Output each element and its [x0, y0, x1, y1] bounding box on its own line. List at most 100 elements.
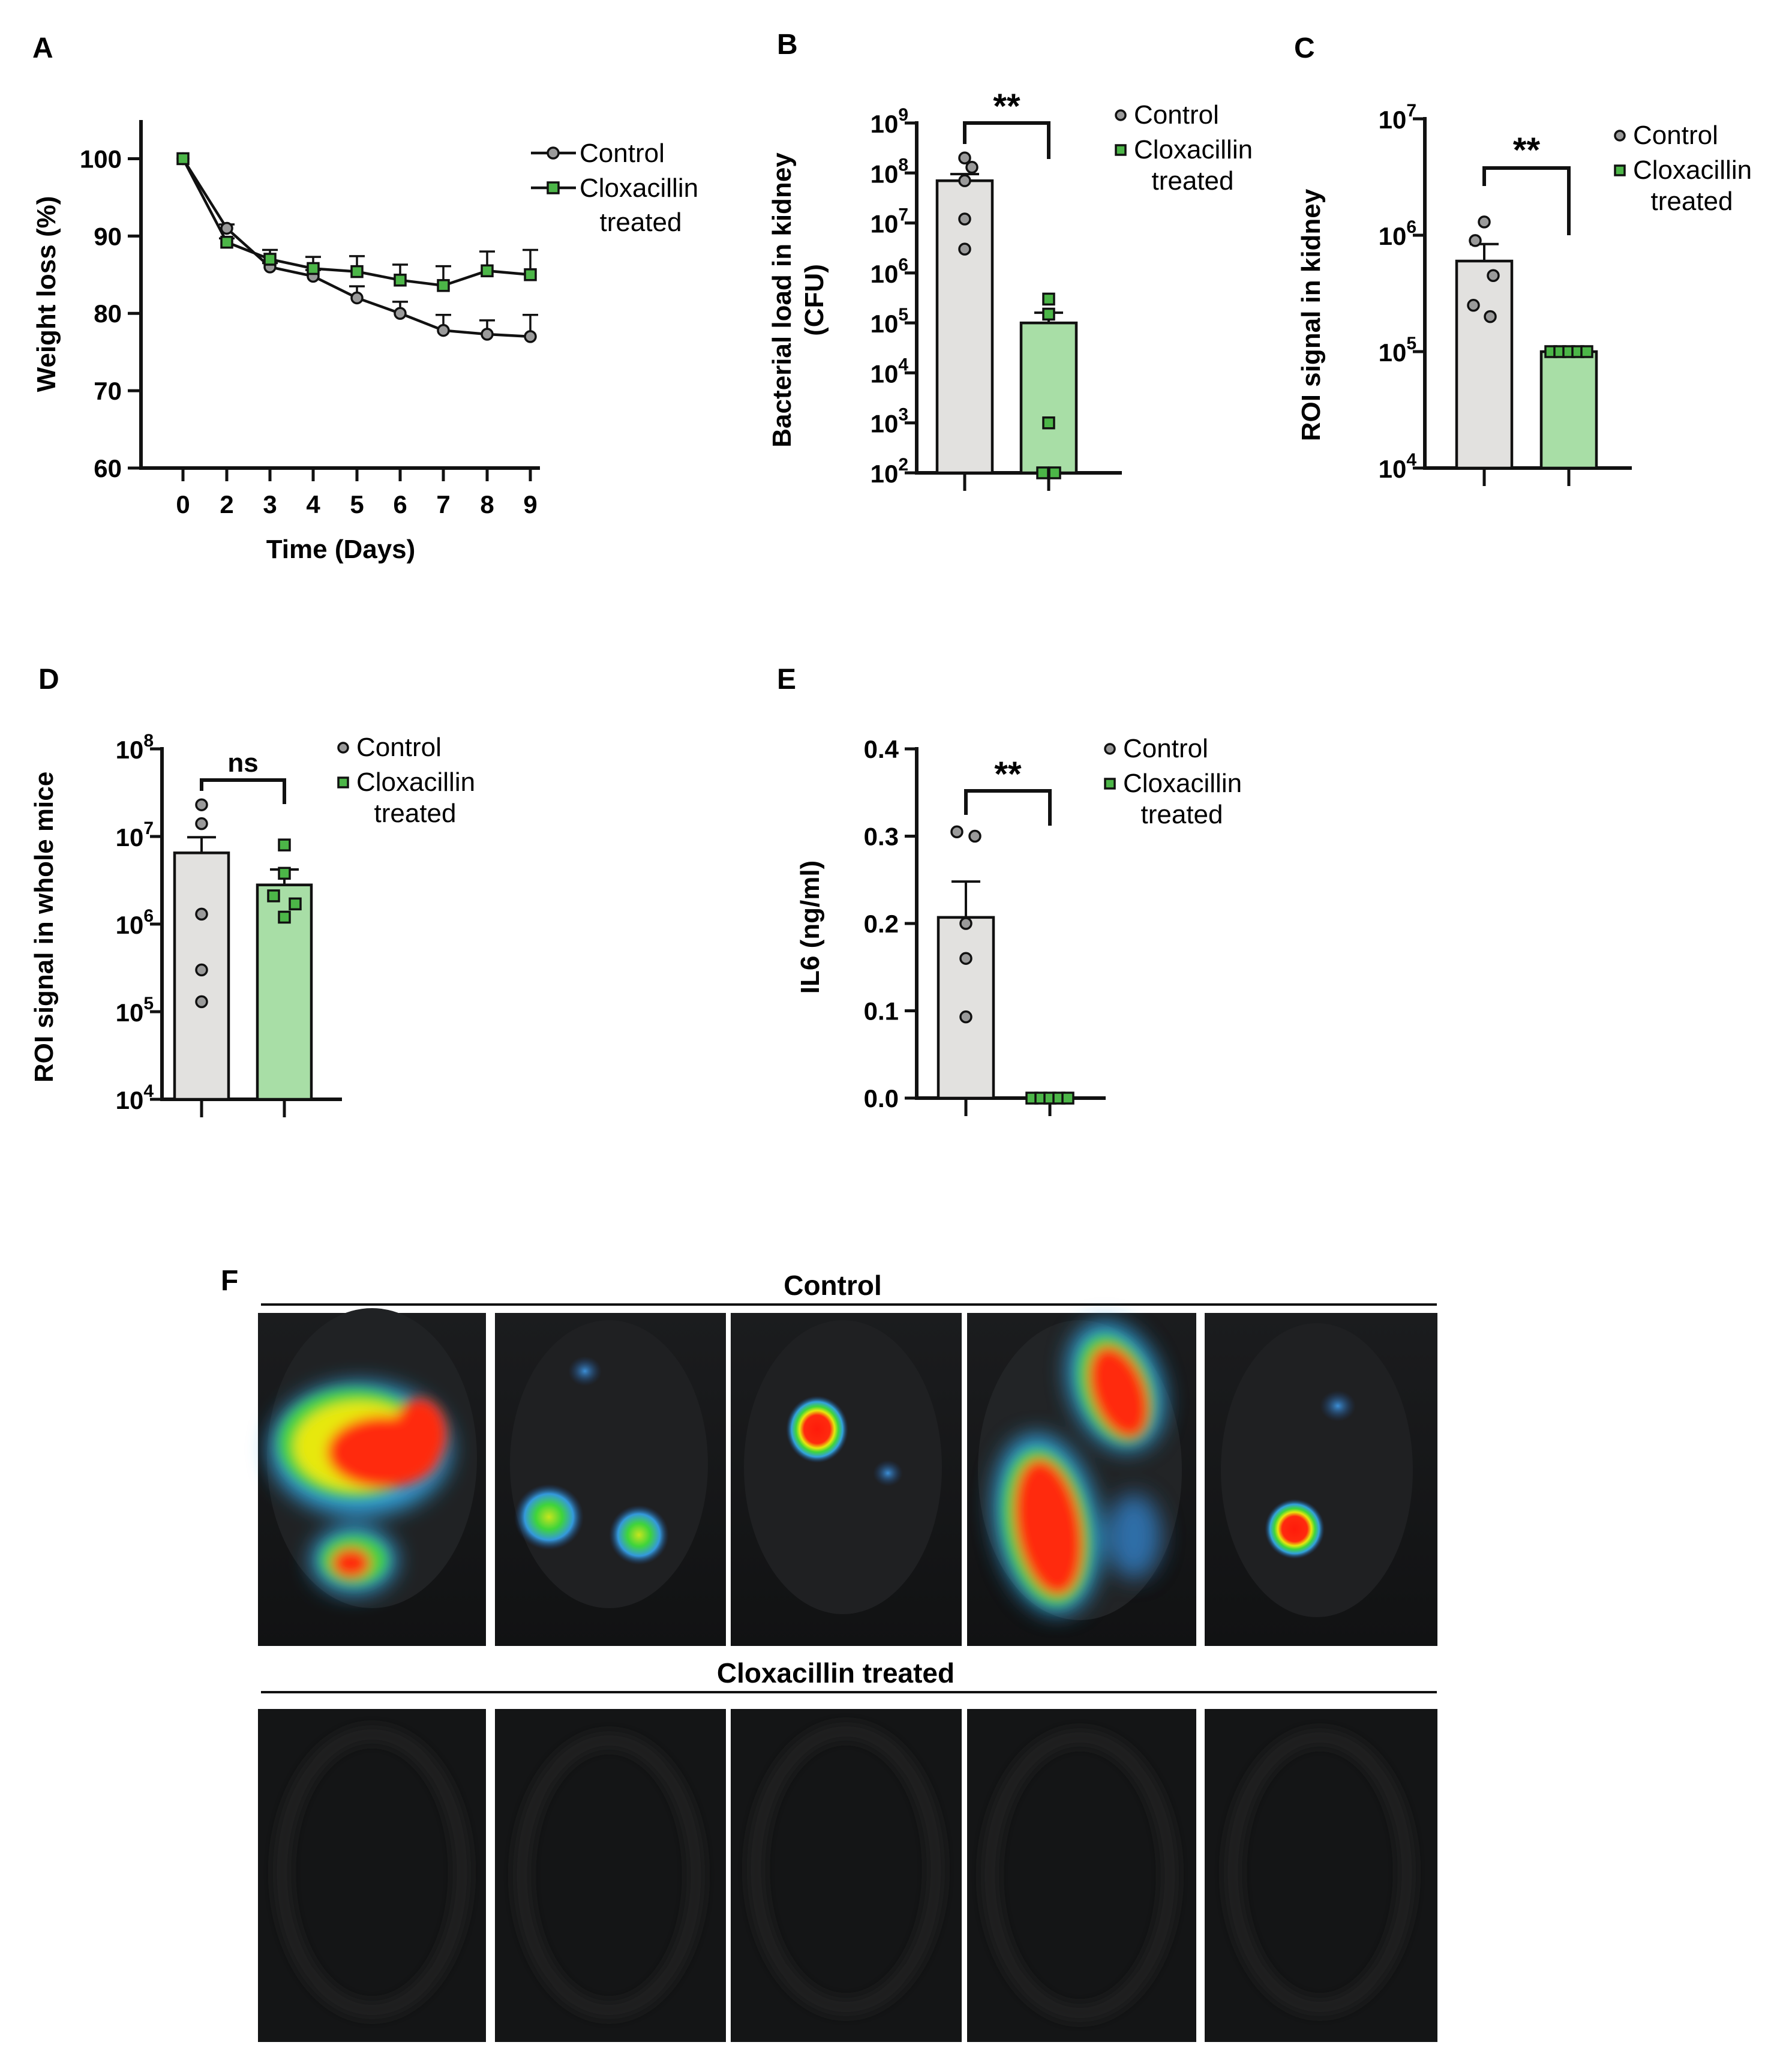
- panel-letter-c: C: [1294, 32, 1315, 64]
- bar-treated: [1019, 321, 1078, 475]
- chart-roi-whole-mice: 104 105 106 107 108 ns ROI signal in whole mic…: [29, 731, 475, 1117]
- y-tick-label: 107: [1379, 101, 1416, 134]
- data-point: [524, 268, 537, 281]
- x-tick-label: 7: [436, 490, 450, 518]
- data-point-treated: [1048, 466, 1061, 479]
- x-tick-label: 2: [220, 490, 233, 518]
- legend-label-control: Control: [1134, 100, 1219, 130]
- data-point: [176, 152, 190, 166]
- data-point: [350, 291, 364, 305]
- y-tick-label: 107: [116, 818, 154, 851]
- y-axis-label-line2: (CFU): [800, 264, 829, 336]
- x-tick-label: 4: [306, 490, 320, 518]
- legend-label-treated: Cloxacillin: [1134, 135, 1253, 164]
- panel-letter-f: F: [221, 1265, 238, 1297]
- legend-label-treated-line2: treated: [1152, 166, 1234, 196]
- significance-label: **: [993, 87, 1020, 126]
- y-tick-label: 60: [94, 454, 122, 482]
- group-title-treated: Cloxacillin treated: [717, 1657, 954, 1689]
- data-point-treated: [267, 889, 280, 902]
- y-axis-label: ROI signal in kidney: [1296, 188, 1326, 441]
- data-point: [481, 264, 494, 278]
- data-point-control: [959, 1010, 972, 1024]
- data-point-treated: [278, 866, 291, 880]
- legend-marker-treated: [1614, 164, 1626, 176]
- data-point-treated: [1042, 292, 1055, 306]
- y-tick-label: 105: [871, 305, 908, 338]
- bar-control: [936, 916, 995, 1100]
- control-image-5: [1205, 1313, 1437, 1646]
- x-tick-label: 3: [263, 490, 277, 518]
- legend-label-control: Control: [580, 139, 665, 168]
- data-point-control: [1469, 234, 1482, 247]
- treated-image-4: [967, 1709, 1196, 2042]
- y-axis-label-line1: Bacterial load in kidney: [767, 152, 797, 448]
- x-axis-label: Time (Days): [266, 535, 416, 564]
- legend-label-treated: Cloxacillin: [1633, 155, 1752, 185]
- data-point: [350, 265, 364, 278]
- y-tick-label: 103: [871, 405, 908, 438]
- y-tick-label: 104: [116, 1081, 154, 1114]
- chart-weight-loss: 60 70 80 90 100 0 2 3 4 5 6 7 8 9 Time (Days) Weight lo…: [32, 120, 698, 564]
- data-point-control: [958, 212, 971, 226]
- chart-bacterial-load: 102 103 104 105 106 107 108 109 ** Bacterial load…: [767, 87, 1253, 491]
- y-tick-label: 0.4: [864, 735, 899, 763]
- y-tick-label: 0.0: [864, 1084, 899, 1113]
- data-point-control: [959, 917, 972, 930]
- imaging-panel: Control Cloxacillin treated: [258, 1270, 1437, 2042]
- data-point-control: [950, 825, 963, 838]
- y-tick-label: 104: [1379, 450, 1417, 483]
- data-point: [394, 274, 407, 287]
- control-image-2: [495, 1313, 726, 1646]
- data-point-control: [195, 798, 208, 811]
- panel-letter-d: D: [38, 664, 59, 695]
- x-tick-label: 9: [523, 490, 537, 518]
- legend-marker-control: [1614, 130, 1626, 142]
- treated-image-1: [258, 1709, 486, 2042]
- y-axis-label: IL6 (ng/ml): [796, 860, 825, 994]
- data-point: [263, 253, 277, 266]
- legend-marker-treated: [1115, 144, 1127, 156]
- y-tick-label: 106: [116, 906, 154, 939]
- y-tick-label: 104: [871, 355, 909, 388]
- panel-letter-e: E: [777, 664, 796, 695]
- significance-label: **: [994, 755, 1022, 794]
- control-image-1: [258, 1308, 486, 1646]
- y-tick-label: 109: [871, 105, 908, 138]
- data-point-control: [1487, 269, 1500, 283]
- y-axis-label: ROI signal in whole mice: [29, 772, 59, 1083]
- y-tick-label: 107: [871, 205, 908, 238]
- treated-image-3: [731, 1709, 962, 2042]
- legend-label-treated: Cloxacillin: [580, 173, 698, 203]
- y-tick-label: 0.3: [864, 823, 899, 851]
- x-tick-label: 8: [480, 490, 494, 518]
- legend-label-control: Control: [356, 733, 442, 762]
- significance-label: **: [1513, 131, 1541, 170]
- significance-label: ns: [227, 748, 258, 778]
- chart-roi-kidney: 104 105 106 107 ** ROI signal in kidney Contro…: [1296, 101, 1752, 486]
- y-tick-label: 105: [116, 994, 154, 1027]
- y-axis-label: Weight loss (%): [32, 196, 61, 392]
- legend-marker-treated: [1104, 778, 1116, 790]
- data-point-treated: [1580, 345, 1593, 358]
- x-tick-label: 6: [393, 490, 407, 518]
- legend-label-control: Control: [1633, 121, 1718, 150]
- bar-control: [173, 851, 230, 1101]
- treated-image-5: [1205, 1709, 1437, 2042]
- data-point-control: [965, 161, 978, 174]
- x-tick-label: 0: [176, 490, 190, 518]
- data-point-control: [195, 817, 208, 830]
- data-point-treated: [1042, 307, 1055, 321]
- y-tick-label: 90: [94, 222, 122, 250]
- legend-label-treated-line2: treated: [1651, 187, 1733, 216]
- legend-marker-control: [1104, 743, 1116, 755]
- legend-marker-control: [337, 742, 349, 754]
- data-point-control: [968, 829, 981, 843]
- y-tick-label: 106: [871, 255, 908, 288]
- legend-label-treated-line2: treated: [374, 799, 457, 828]
- data-point-treated: [289, 897, 302, 911]
- legend-label-treated: Cloxacillin: [356, 767, 475, 797]
- legend-marker-control: [547, 146, 560, 160]
- data-point-control: [1467, 299, 1480, 312]
